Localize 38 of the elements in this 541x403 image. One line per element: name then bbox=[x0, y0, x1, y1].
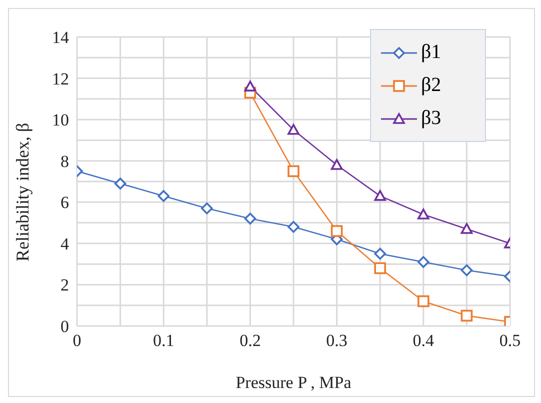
point bbox=[460, 264, 473, 276]
x-tick-label: 0.4 bbox=[412, 331, 435, 350]
y-tick-label: 4 bbox=[60, 234, 70, 254]
point bbox=[201, 202, 213, 214]
x-tick-label: 0.3 bbox=[326, 331, 348, 350]
point bbox=[288, 221, 300, 233]
point bbox=[158, 190, 170, 202]
y-tick-label: 0 bbox=[60, 317, 69, 336]
point bbox=[374, 190, 386, 201]
x-axis-title: Pressure P , MPa bbox=[236, 373, 352, 392]
point bbox=[114, 178, 126, 190]
legend-label: β2 bbox=[421, 74, 442, 97]
legend-label: β1 bbox=[421, 41, 442, 64]
point bbox=[288, 124, 300, 135]
point bbox=[374, 248, 386, 260]
point bbox=[418, 208, 430, 220]
legend-label: β3 bbox=[421, 107, 442, 130]
point bbox=[330, 159, 343, 170]
x-tick-label: 0 bbox=[72, 331, 82, 350]
x-tick-label: 0.1 bbox=[152, 331, 174, 350]
y-tick-label: 8 bbox=[60, 152, 69, 171]
y-tick-label: 6 bbox=[60, 193, 69, 212]
x-tick-label: 0.5 bbox=[499, 331, 521, 350]
y-tick-label: 2 bbox=[60, 276, 69, 295]
point bbox=[460, 223, 473, 234]
point bbox=[244, 80, 256, 92]
y-tick-label: 12 bbox=[52, 69, 69, 88]
point bbox=[374, 262, 386, 274]
y-tick-label: 14 bbox=[52, 28, 70, 48]
point bbox=[244, 212, 256, 225]
point bbox=[418, 295, 430, 308]
point bbox=[288, 165, 300, 178]
point bbox=[460, 310, 473, 322]
y-axis-title: Reliability index, β bbox=[12, 122, 32, 262]
x-tick-label: 0.2 bbox=[240, 331, 261, 350]
y-tick-label: 10 bbox=[52, 110, 69, 130]
point bbox=[418, 256, 430, 268]
point bbox=[330, 225, 343, 237]
